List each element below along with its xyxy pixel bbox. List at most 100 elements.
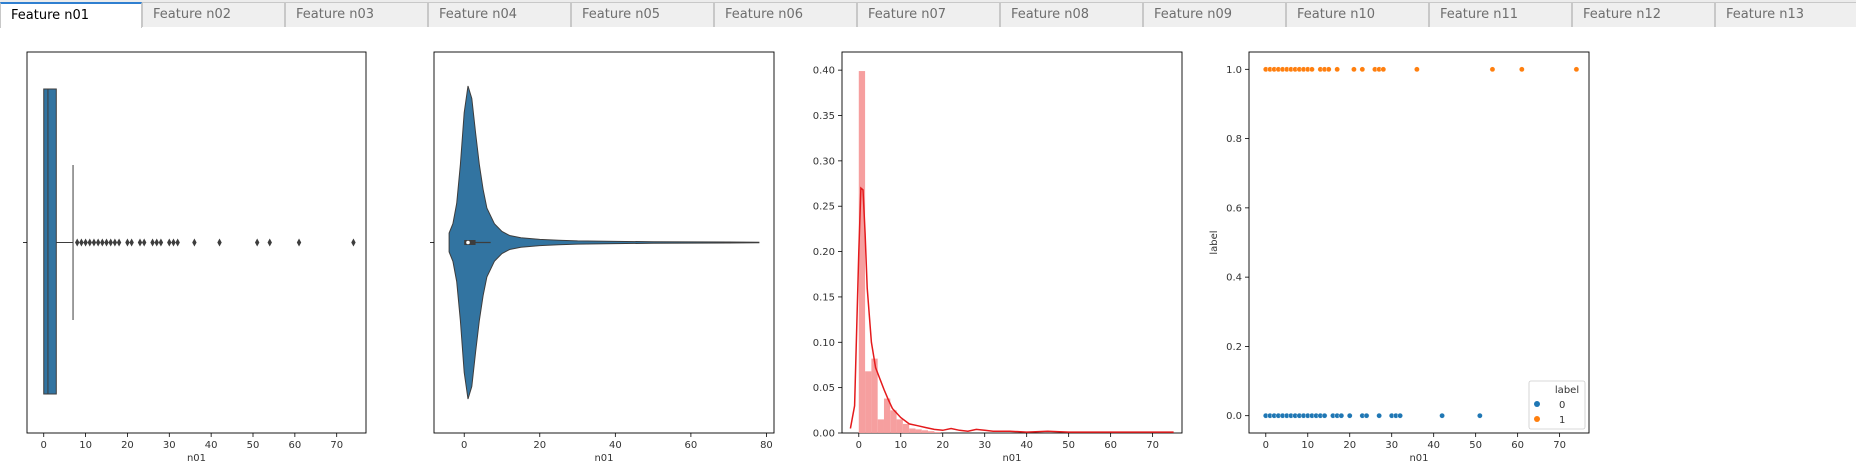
tab-feature-n10[interactable]: Feature n10 (1286, 2, 1429, 27)
outlier-point (91, 238, 97, 247)
outlier-point (254, 238, 260, 247)
outlier-point (125, 238, 130, 247)
y-tick-label: 0.15 (813, 292, 835, 303)
hist-bar (890, 410, 897, 433)
x-tick-label: 20 (1343, 440, 1356, 451)
outlier-point (217, 238, 222, 247)
x-tick-label: 50 (1062, 440, 1075, 451)
x-tick-label: 50 (247, 440, 260, 451)
y-tick-label: 0.40 (813, 66, 835, 77)
outlier-point (95, 238, 101, 247)
hist-bar (877, 419, 884, 433)
tab-feature-n06[interactable]: Feature n06 (714, 2, 857, 27)
x-tick-label: 70 (1146, 440, 1159, 451)
x-axis-label: n01 (1002, 453, 1021, 464)
y-tick-label: 0.10 (813, 338, 835, 349)
outlier-point (296, 238, 302, 247)
outlier-point (104, 238, 109, 247)
hist-bar (915, 429, 922, 433)
outlier-point (87, 238, 92, 247)
violin-median (466, 240, 470, 245)
tab-feature-n05[interactable]: Feature n05 (571, 2, 714, 27)
y-tick-label: 0.2 (1226, 342, 1242, 353)
legend-entry-label: 0 (1559, 400, 1565, 411)
x-tick-label: 20 (936, 440, 949, 451)
x-tick-label: 40 (205, 440, 218, 451)
x-tick-label: 0 (461, 440, 467, 451)
x-tick-label: 80 (760, 440, 773, 451)
tab-feature-n12[interactable]: Feature n12 (1572, 2, 1715, 27)
tab-feature-n02[interactable]: Feature n02 (142, 2, 285, 27)
tab-feature-n13[interactable]: Feature n13 (1715, 2, 1856, 27)
scatter-frame (1248, 51, 1590, 434)
box-iqr (43, 88, 57, 395)
hist-bar (883, 398, 891, 433)
scatter-point-class-1 (1309, 66, 1315, 73)
hist-bar (928, 431, 935, 433)
outlier-point (79, 238, 84, 247)
scatter-point-class-1 (1325, 66, 1332, 73)
hist-bar (896, 419, 903, 433)
scatter-point-class-1 (1573, 66, 1580, 73)
x-tick-label: 70 (1553, 440, 1566, 451)
outlier-point (75, 238, 80, 247)
tab-feature-n08[interactable]: Feature n08 (1000, 2, 1143, 27)
x-tick-label: 60 (288, 440, 301, 451)
scatter-point-class-0 (1439, 412, 1445, 419)
legend-title: label (1555, 385, 1579, 396)
x-tick-label: 0 (1263, 440, 1269, 451)
hist-bar (902, 423, 910, 433)
outlier-point (108, 238, 113, 247)
x-tick-label: 60 (1104, 440, 1117, 451)
y-tick-label: 0.8 (1226, 134, 1242, 145)
x-axis-label: n01 (594, 453, 613, 464)
tab-feature-n11[interactable]: Feature n11 (1429, 2, 1572, 27)
histogram-frame (841, 51, 1183, 434)
scatter-point-class-1 (1414, 66, 1420, 73)
x-tick-label: 40 (1427, 440, 1440, 451)
scatter-point-class-0 (1397, 412, 1403, 419)
scatter-point-class-0 (1363, 412, 1370, 419)
outlier-point (137, 238, 143, 247)
kde-line (849, 186, 1174, 433)
x-axis-label: n01 (1409, 453, 1428, 464)
x-tick-label: 40 (609, 440, 622, 451)
y-tick-label: 0.4 (1226, 273, 1242, 284)
x-tick-label: 30 (978, 440, 991, 451)
x-tick-label: 60 (685, 440, 698, 451)
outlier-point (112, 238, 118, 247)
hist-bar (871, 358, 878, 433)
outlier-point (83, 238, 88, 247)
outlier-point (267, 238, 272, 247)
x-tick-label: 0 (856, 440, 862, 451)
x-tick-label: 60 (1511, 440, 1524, 451)
tab-feature-n07[interactable]: Feature n07 (857, 2, 1000, 27)
scatter-point-class-1 (1359, 66, 1366, 73)
scatter-point-class-0 (1321, 412, 1328, 419)
hist-bar (934, 432, 941, 433)
tab-feature-n09[interactable]: Feature n09 (1143, 2, 1286, 27)
legend-marker-1 (1534, 416, 1540, 422)
violin-body (448, 85, 760, 400)
outlier-point (192, 238, 197, 247)
y-tick-label: 0.30 (813, 156, 835, 167)
y-tick-label: 0.05 (813, 383, 835, 394)
tab-feature-n01[interactable]: Feature n01 (0, 2, 142, 28)
x-tick-label: 10 (1301, 440, 1314, 451)
x-tick-label: 20 (121, 440, 134, 451)
outlier-point (100, 238, 105, 247)
scatter-point-class-0 (1376, 412, 1382, 419)
outlier-point (141, 238, 147, 247)
y-tick-label: 1.0 (1226, 65, 1242, 76)
hist-bar (865, 371, 872, 433)
y-tick-label: 0.0 (1226, 411, 1242, 422)
tab-feature-n04[interactable]: Feature n04 (428, 2, 571, 27)
scatter-point-class-1 (1351, 66, 1357, 73)
y-tick-label: 0.6 (1226, 203, 1242, 214)
hist-bar (921, 430, 929, 433)
outlier-point (167, 238, 172, 247)
x-tick-label: 10 (79, 440, 92, 451)
scatter-point-class-1 (1519, 66, 1525, 73)
tab-feature-n03[interactable]: Feature n03 (285, 2, 428, 27)
